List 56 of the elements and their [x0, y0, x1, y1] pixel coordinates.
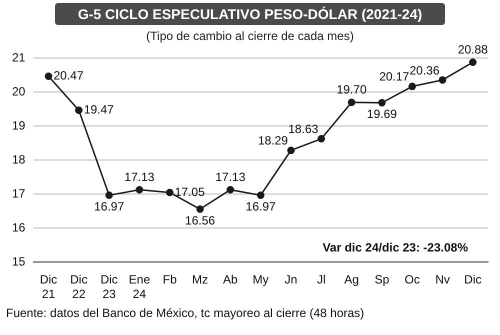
x-tick-label: Fb [162, 272, 178, 287]
x-tick-label: Sp [374, 272, 390, 287]
chart-title: G-5 CICLO ESPECULATIVO PESO-DÓLAR (2021-24) [55, 3, 445, 25]
data-label: 19.70 [336, 82, 367, 97]
point [196, 205, 204, 213]
x-tick-label: Oc [404, 272, 420, 287]
point [408, 82, 416, 90]
x-tick-label: Nv [435, 272, 450, 287]
x-tick-label: Dic 23 [100, 272, 118, 302]
data-label: 16.97 [246, 200, 276, 214]
x-tick-label: Dic 22 [70, 272, 88, 302]
x-tick-label: Jn [284, 272, 298, 287]
data-label: 18.63 [288, 122, 319, 136]
x-tick-label: Jl [316, 272, 326, 287]
point [226, 186, 234, 194]
data-label: 17.13 [124, 170, 155, 184]
source-note: Fuente: datos del Banco de México, tc mayoreo al cierre (48 horas) [5, 306, 366, 320]
x-tick-label: Dic [464, 272, 482, 287]
data-label: 20.47 [54, 68, 84, 83]
point [166, 188, 174, 196]
annotation: Var dic 24/dic 23: -23.08% [322, 240, 468, 255]
data-label: 17.13 [215, 170, 246, 184]
y-tick-label: 18 [12, 152, 26, 167]
data-label: 20.88 [458, 42, 488, 57]
chart-subtitle: (Tipo de cambio al cierre de cada mes) [145, 29, 355, 43]
x-tick-label: Dic 21 [40, 272, 58, 302]
y-tick-label: 19 [12, 118, 26, 133]
x-tick-label: Mz [192, 272, 208, 287]
data-label: 16.56 [185, 213, 216, 228]
point [469, 58, 477, 66]
point [256, 191, 264, 199]
point [318, 135, 326, 143]
data-label: 20.17 [379, 70, 410, 84]
x-tick-label: Ag [344, 272, 359, 287]
data-label: 19.69 [366, 107, 398, 122]
data-label: 16.97 [94, 200, 124, 214]
x-tick-label: Ene 24 [128, 272, 150, 302]
data-label: 17.05 [174, 184, 206, 199]
y-tick-label: 17 [12, 186, 26, 201]
y-tick-label: 15 [12, 254, 26, 269]
point [105, 191, 113, 199]
point [348, 98, 356, 106]
point [75, 106, 83, 114]
data-label: 18.29 [258, 134, 288, 148]
y-tick-label: 20 [12, 84, 26, 99]
y-tick-label: 21 [12, 50, 26, 65]
y-tick-label: 16 [12, 220, 26, 235]
point [44, 72, 52, 80]
data-label: 19.47 [84, 102, 114, 117]
point [378, 98, 386, 106]
point [136, 186, 144, 194]
point [287, 146, 295, 154]
data-label: 20.36 [410, 63, 440, 78]
x-tick-label: Ab [223, 272, 238, 287]
x-tick-label: My [252, 272, 269, 287]
point [438, 76, 446, 84]
